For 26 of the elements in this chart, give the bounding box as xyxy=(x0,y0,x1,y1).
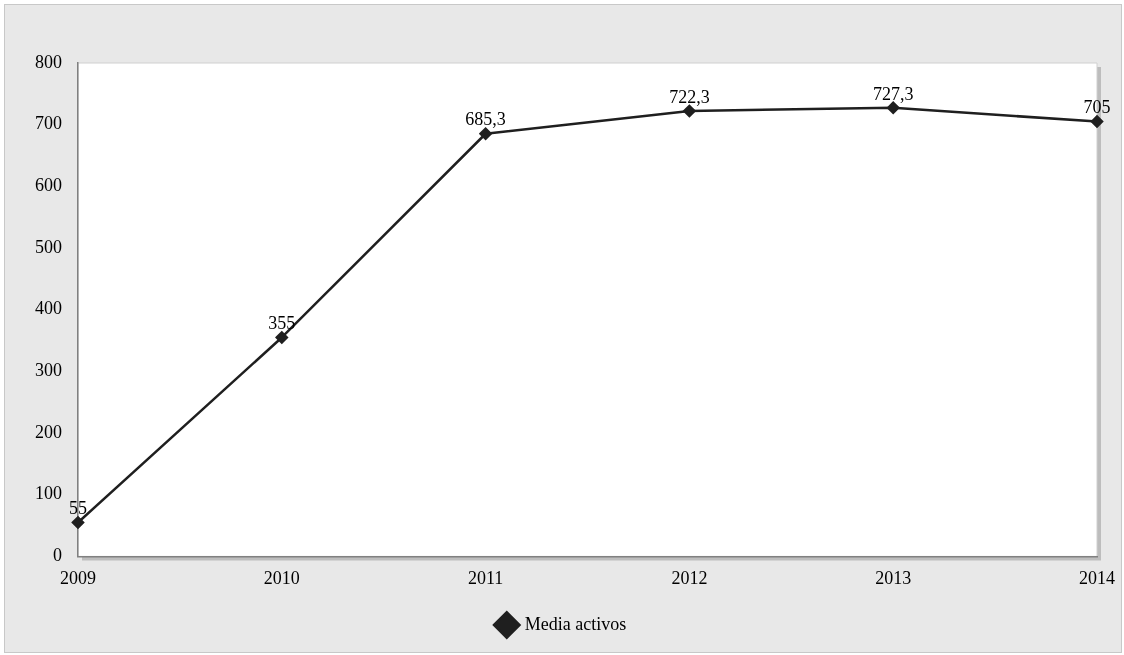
x-tick-label: 2011 xyxy=(467,567,504,588)
legend-label: Media activos xyxy=(524,613,627,634)
y-tick-label: 400 xyxy=(35,298,62,319)
y-tick-label: 0 xyxy=(53,545,62,566)
y-tick-label: 100 xyxy=(35,483,62,504)
data-label: 727,3 xyxy=(872,83,914,104)
x-tick-label: 2010 xyxy=(263,567,300,588)
data-label: 355 xyxy=(268,313,296,334)
point xyxy=(71,516,85,529)
y-tick-label: 300 xyxy=(35,360,62,381)
data-label: 722,3 xyxy=(669,86,710,107)
x-tick-label: 2012 xyxy=(671,567,708,588)
point xyxy=(275,331,289,344)
x-tick-label: 2014 xyxy=(1079,567,1115,588)
y-tick-label: 800 xyxy=(35,51,62,72)
data-label: 55 xyxy=(69,498,87,519)
y-tick-label: 700 xyxy=(35,113,62,134)
y-tick-label: 600 xyxy=(35,175,62,196)
data-label: 685,3 xyxy=(465,109,506,130)
point xyxy=(479,127,492,140)
data-label: 705 xyxy=(1083,97,1111,118)
x-tick-label: 2009 xyxy=(60,567,96,588)
y-tick-label: 200 xyxy=(35,421,62,442)
point xyxy=(1090,115,1104,128)
y-tick-label: 500 xyxy=(35,236,62,257)
x-tick-label: 2013 xyxy=(875,567,912,588)
